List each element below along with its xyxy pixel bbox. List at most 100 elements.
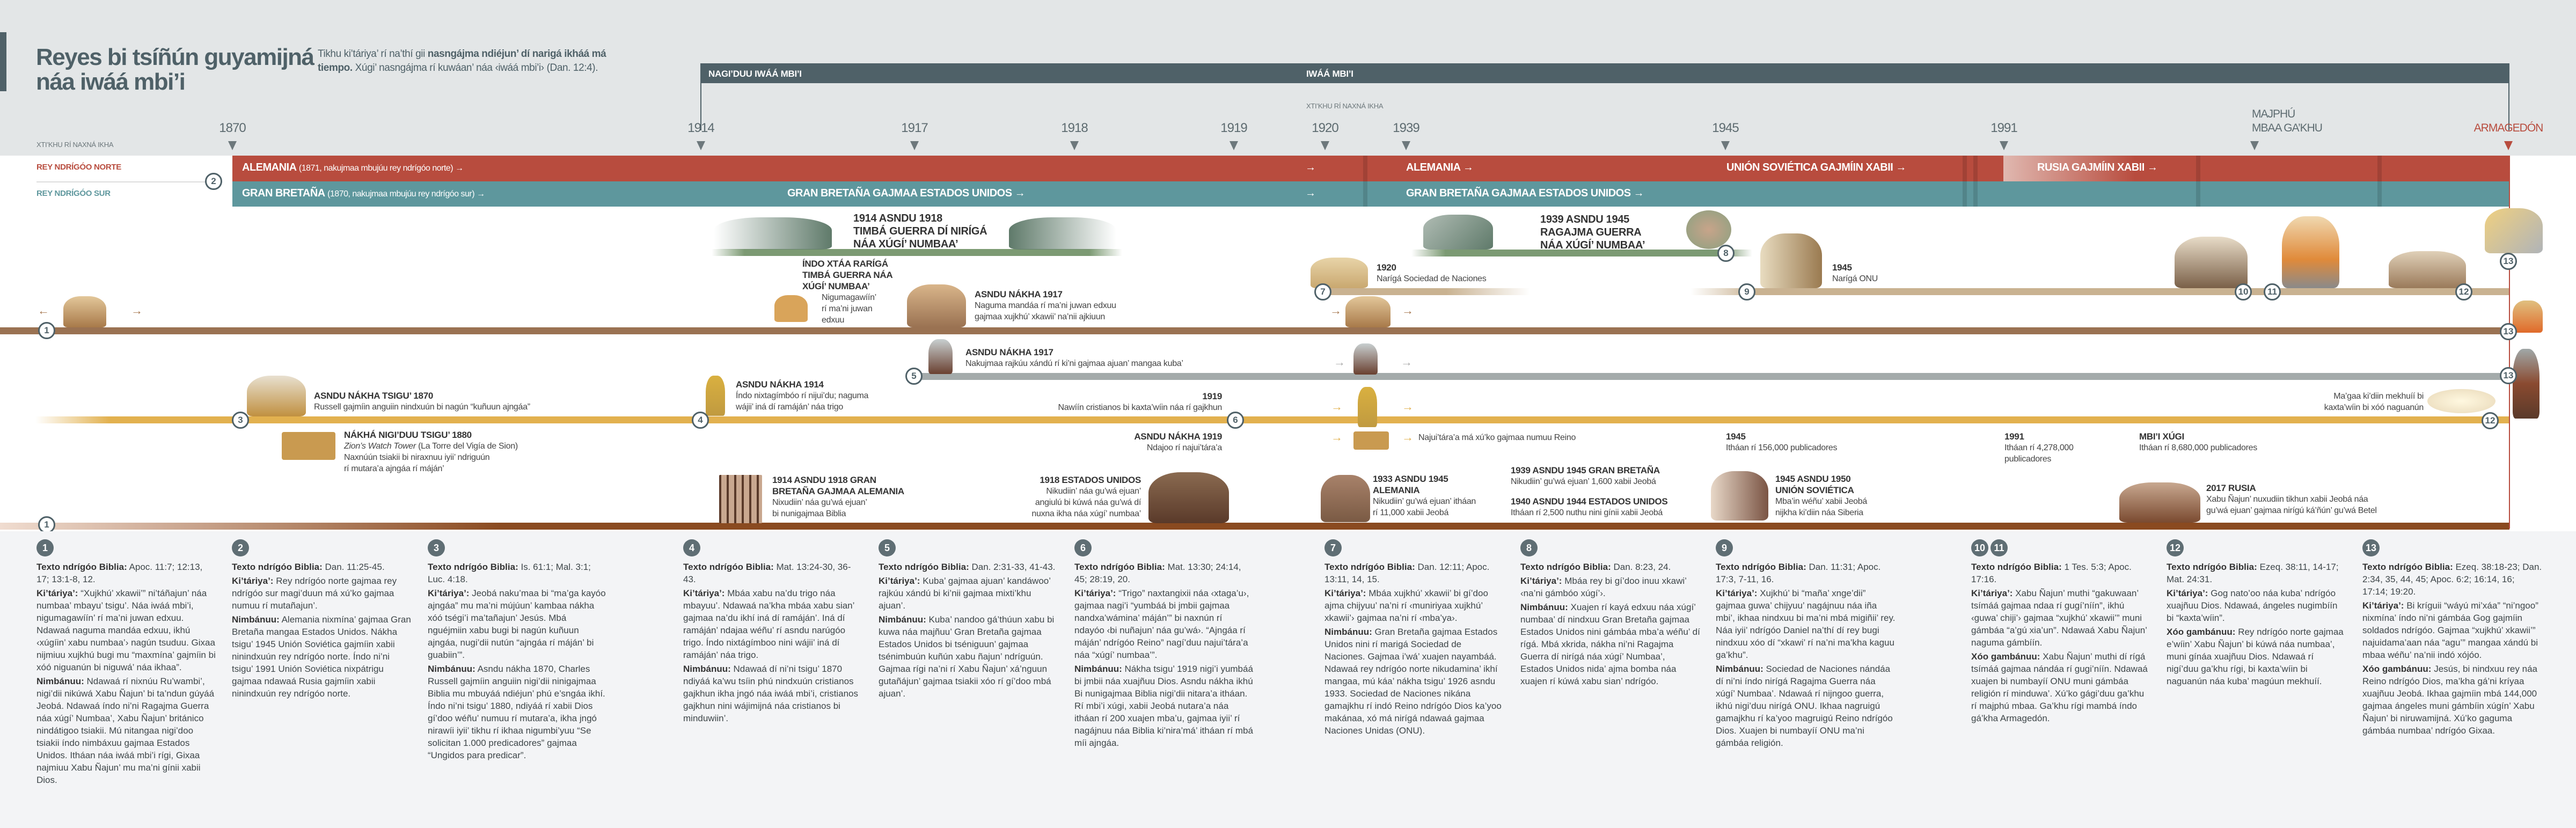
note-section: Texto ndrígóo Biblia: 1 Tes. 5:3; Apoc. …	[1971, 561, 2151, 585]
marker-2[interactable]: 2	[205, 173, 222, 190]
event-body: Nakujmaa rajkúu xándú rí ki’ni gajmaa aj…	[965, 359, 1183, 368]
note-section: Texto ndrígóo Biblia: Dan. 11:25-45.	[232, 561, 412, 573]
note-section-label: Texto ndrígóo Biblia:	[1971, 562, 2062, 572]
note-section-text: Kuba’ nandoo gá’thúun xabu bi kuwa náa m…	[879, 614, 1055, 699]
marker-13[interactable]: 13	[2500, 367, 2517, 384]
event-title: 1939 ASNDU 1945 RAGAJMA GUERRA NÁA XÚGÍ’…	[1540, 214, 1645, 251]
marker-6[interactable]: 6	[1227, 412, 1244, 429]
note-1: 1 Texto ndrígóo Biblia: Apoc. 11:7; 12:13…	[36, 539, 216, 788]
note-section-text: Mbáa rey bi gí’doo inuu xkawi’ ‹na’ni gá…	[1520, 576, 1687, 598]
note-section-text: Mat. 13:24-30, 36-43.	[683, 562, 851, 584]
note-section: Ki’táriya’: Gog nato’oo náa kuba’ ndrígó…	[2167, 587, 2346, 624]
event-title: ASNDU NÁKHA 1917	[965, 347, 1053, 357]
note-section-text: Rey ndrígóo norte gajmaa rey ndrígóo sur…	[232, 576, 397, 611]
note-section-text: Ndawaá rí nixnúu Ru’wambi’, nigi’dii nik…	[36, 676, 215, 785]
note-section-text: Gran Bretaña gajmaa Estados Unidos nini …	[1324, 627, 1502, 736]
year-marker-icon	[697, 141, 705, 150]
marker-7[interactable]: 7	[1314, 283, 1331, 301]
wild-beast-illustration	[63, 296, 106, 327]
event-1919-preaching: ASNDU NÁKHA 1919 Ndajoo rí najui’tára’a	[1134, 431, 1222, 453]
event-body: Itháan rí 2,500 nuthu nini gínii xabii J…	[1511, 508, 1663, 517]
event-title: 1919	[1202, 391, 1222, 401]
note-section-label: Texto ndrígóo Biblia:	[36, 562, 127, 572]
imprisoned-brothers-illustration	[1148, 472, 1229, 523]
attack-illustration	[2389, 251, 2466, 288]
note-section-label: Ki’táriya’:	[2167, 588, 2208, 598]
brothers-russia-illustration	[2119, 482, 2200, 523]
note-section-text: Mbáa xujkhú’ xkawii’ bi gí’doo ajma chij…	[1324, 588, 1488, 623]
marker-8[interactable]: 8	[1717, 245, 1735, 262]
note-13: 13 Texto ndrígóo Biblia: Ezeq. 38:18-23; …	[2362, 539, 2542, 738]
armageddon-line	[2509, 156, 2510, 529]
stone-crushing-statue-illustration	[2513, 349, 2540, 419]
marker-3[interactable]: 3	[232, 412, 249, 429]
intro-text: Tikhu ki’táriya’ rí na’thí gii nasngájma…	[318, 47, 618, 75]
marker-9[interactable]: 9	[1738, 283, 1755, 301]
event-title: ÍNDO XTÁA RARÍGÁ TIMBÁ GUERRA NÁA XÚGÍ’ …	[802, 259, 893, 291]
note-section: Texto ndrígóo Biblia: Dan. 11:31; Apoc. …	[1716, 561, 1896, 585]
event-prison-1914: 1914 ASNDU 1918 GRAN BRETAÑA GAJMAA ALEM…	[772, 474, 904, 519]
event-body: Narígá Sociedad de Naciones	[1377, 274, 1487, 283]
event-title: 1914 ASNDU 1918 TIMBÁ GUERRA DÍ NIRÍGÁ N…	[853, 213, 987, 250]
note-section-label: Nimbánuu:	[36, 676, 84, 686]
event-body: Índo nixtagímbóo rí nijui’du; naguma wáj…	[736, 391, 869, 412]
note-section-text: Asndu nákha 1870, Charles Russell gajmíi…	[428, 664, 605, 760]
note-section: Texto ndrígóo Biblia: Dan. 2:31-33, 41-4…	[879, 561, 1058, 573]
note-number: 3	[428, 539, 608, 561]
burning-church-illustration	[2282, 216, 2339, 288]
prison-illustration	[719, 475, 762, 523]
era-bar	[700, 63, 2509, 83]
marker-4[interactable]: 4	[692, 412, 709, 429]
notes-panel	[0, 531, 2576, 828]
wheat-line	[35, 416, 2509, 423]
russia-label: RUSIA GAJMÍIN XABII →	[2037, 162, 2158, 173]
marker-11[interactable]: 11	[2264, 283, 2281, 301]
wild-beast-illustration	[1345, 296, 1391, 327]
row-divider	[36, 181, 214, 182]
marker-12[interactable]: 12	[2455, 283, 2472, 301]
note-section-text: Sociedad de Naciones nándáa dí ni’ni índ…	[1716, 664, 1893, 748]
wwi-soldiers-illustration	[714, 217, 832, 250]
event-title: NÁKHÁ NIGI’DUU TSIGU’ 1880	[344, 430, 472, 440]
note-number-badge: 10	[1971, 539, 1988, 556]
note-section: Texto ndrígóo Biblia: Mat. 13:24-30, 36-…	[683, 561, 863, 585]
note-section-label: Xóo gambánuu:	[2362, 664, 2432, 674]
note-section-label: Nimbánuu:	[879, 614, 926, 625]
event-publishers-1945: 1945 Itháan rí 156,000 publicadores	[1726, 431, 1837, 453]
clouds-illustration	[2427, 389, 2496, 413]
note-number: 4	[683, 539, 863, 561]
wwi-soldiers-illustration	[1009, 217, 1116, 250]
event-title: 1991	[2004, 431, 2024, 442]
note-section-label: Ki’táriya’:	[683, 588, 725, 598]
germany-1871-label: ALEMANIA (1871, nakujmaa mbujúu rey ndrí…	[242, 162, 464, 174]
note-section: Nimbánuu: Nákha tsigu’ 1919 nigi’i yumbá…	[1074, 663, 1254, 749]
russell-portrait	[247, 376, 306, 416]
marker-13[interactable]: 13	[2500, 253, 2517, 270]
year-marker-icon	[910, 141, 919, 150]
marker-10[interactable]: 10	[2235, 283, 2252, 301]
event-kingdom-preaching: Najui’tára’a má xú’ko gajmaa numuu Reino	[1418, 432, 1576, 443]
note-section-label: Nimbánuu:	[1324, 627, 1372, 637]
year-1920: 1920	[1312, 121, 1338, 135]
note-section: Nimbánuu: Ndawaá dí ni’ni tsigu’ 1870 nd…	[683, 663, 863, 724]
wwi-line	[712, 249, 1122, 256]
event-gathering: Ma’gaa ki’diin mekhuíí bi kaxta’wíin bi …	[2324, 391, 2424, 413]
marker-1[interactable]: 1	[38, 322, 55, 339]
note-section: Nimbánuu: Xuajen rí kayá edxuu náa xúgí’…	[1520, 601, 1700, 687]
note-section-label: Ki’táriya’:	[36, 588, 78, 598]
note-section-label: Ki’táriya’:	[1074, 588, 1116, 598]
event-title: ASNDU NÁKHA 1914	[736, 379, 824, 390]
event-title: 1933 ASNDU 1945 ALEMANIA	[1373, 474, 1448, 495]
event-body: Nawíín cristianos bi kaxta’wíin náa rí g…	[1058, 403, 1223, 412]
marker-12[interactable]: 12	[2482, 412, 2499, 429]
marker-5[interactable]: 5	[905, 368, 923, 385]
note-section: Texto ndrígóo Biblia: Dan. 12:11; Apoc. …	[1324, 561, 1504, 585]
note-section: Nimbánuu: Asndu nákha 1870, Charles Russ…	[428, 663, 608, 761]
statue-line	[918, 373, 2509, 380]
year-1914: 1914	[687, 121, 714, 135]
note-section: Nimbánuu: Sociedad de Naciones nándáa dí…	[1716, 663, 1896, 749]
iron-clay-feet-illustration	[1353, 343, 1378, 375]
marker-13[interactable]: 13	[2500, 323, 2517, 340]
note-section-text: “Xujkhú’ xkawii’” ni’táñajun’ náa numbaa…	[36, 588, 216, 672]
note-number: 5	[879, 539, 1058, 561]
